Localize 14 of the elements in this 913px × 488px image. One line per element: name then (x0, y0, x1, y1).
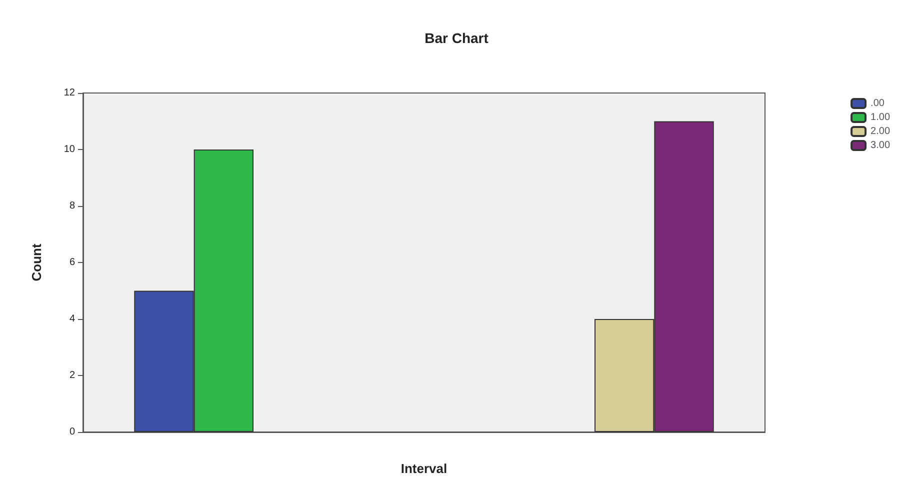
y-axis-title: Count (29, 243, 44, 282)
x-axis-title: Interval (400, 461, 448, 476)
y-tick-label: 6 (69, 257, 76, 268)
legend-label: 3.00 (870, 140, 890, 151)
y-tick-label: 10 (64, 144, 76, 155)
legend-label: 2.00 (870, 126, 890, 137)
y-tick-label: 12 (64, 88, 76, 98)
y-tick-label: 4 (69, 314, 76, 324)
y-tick-label: 0 (69, 426, 76, 438)
legend-label: 1.00 (870, 112, 890, 123)
legend-label: .00 (870, 98, 885, 109)
y-tick-label: 2 (69, 370, 76, 381)
chart-title: Bar Chart (424, 30, 489, 46)
y-tick-label: 8 (69, 200, 76, 212)
